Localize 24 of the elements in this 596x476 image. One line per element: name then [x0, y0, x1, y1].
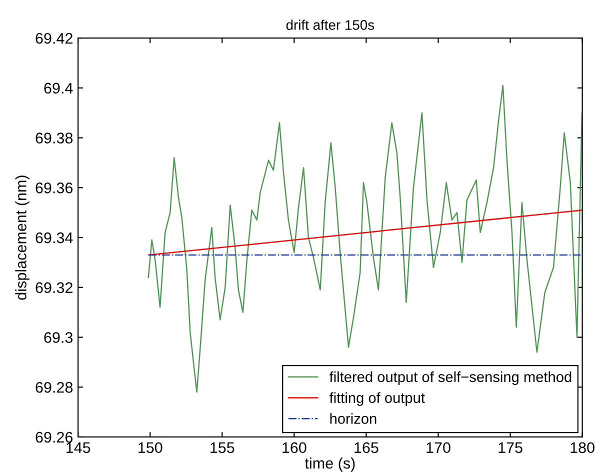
chart-title: drift after 150s	[286, 20, 374, 30]
x-axis-title: time (s)	[304, 457, 355, 472]
x-tick-label: 180	[570, 442, 594, 454]
x-tick-label: 155	[210, 442, 234, 454]
x-tick-label: 165	[354, 442, 378, 454]
legend-label: fitting of output	[330, 392, 425, 406]
x-tick-label: 150	[138, 442, 162, 454]
y-tick-label: 69.38	[36, 132, 73, 144]
y-tick-label: 69.36	[36, 182, 73, 194]
y-axis-title: displacement (nm)	[15, 176, 30, 300]
legend-label: horizon	[330, 413, 376, 424]
y-tick-label: 69.28	[36, 382, 73, 393]
x-tick-label: 175	[498, 442, 522, 454]
line-series	[148, 84, 582, 393]
y-tick-label: 69.3	[44, 332, 73, 343]
legend-label: filtered output of self−sensing method	[330, 371, 572, 385]
x-tick-label: 160	[282, 442, 306, 454]
y-tick-label: 69.26	[36, 432, 73, 443]
x-tick-label: 170	[426, 442, 450, 454]
y-tick-label: 69.34	[36, 232, 73, 244]
x-tick-label: 145	[66, 442, 90, 454]
y-tick-label: 69.32	[36, 282, 72, 294]
y-tick-label: 69.42	[36, 32, 72, 44]
y-tick-label: 69.4	[44, 82, 73, 94]
